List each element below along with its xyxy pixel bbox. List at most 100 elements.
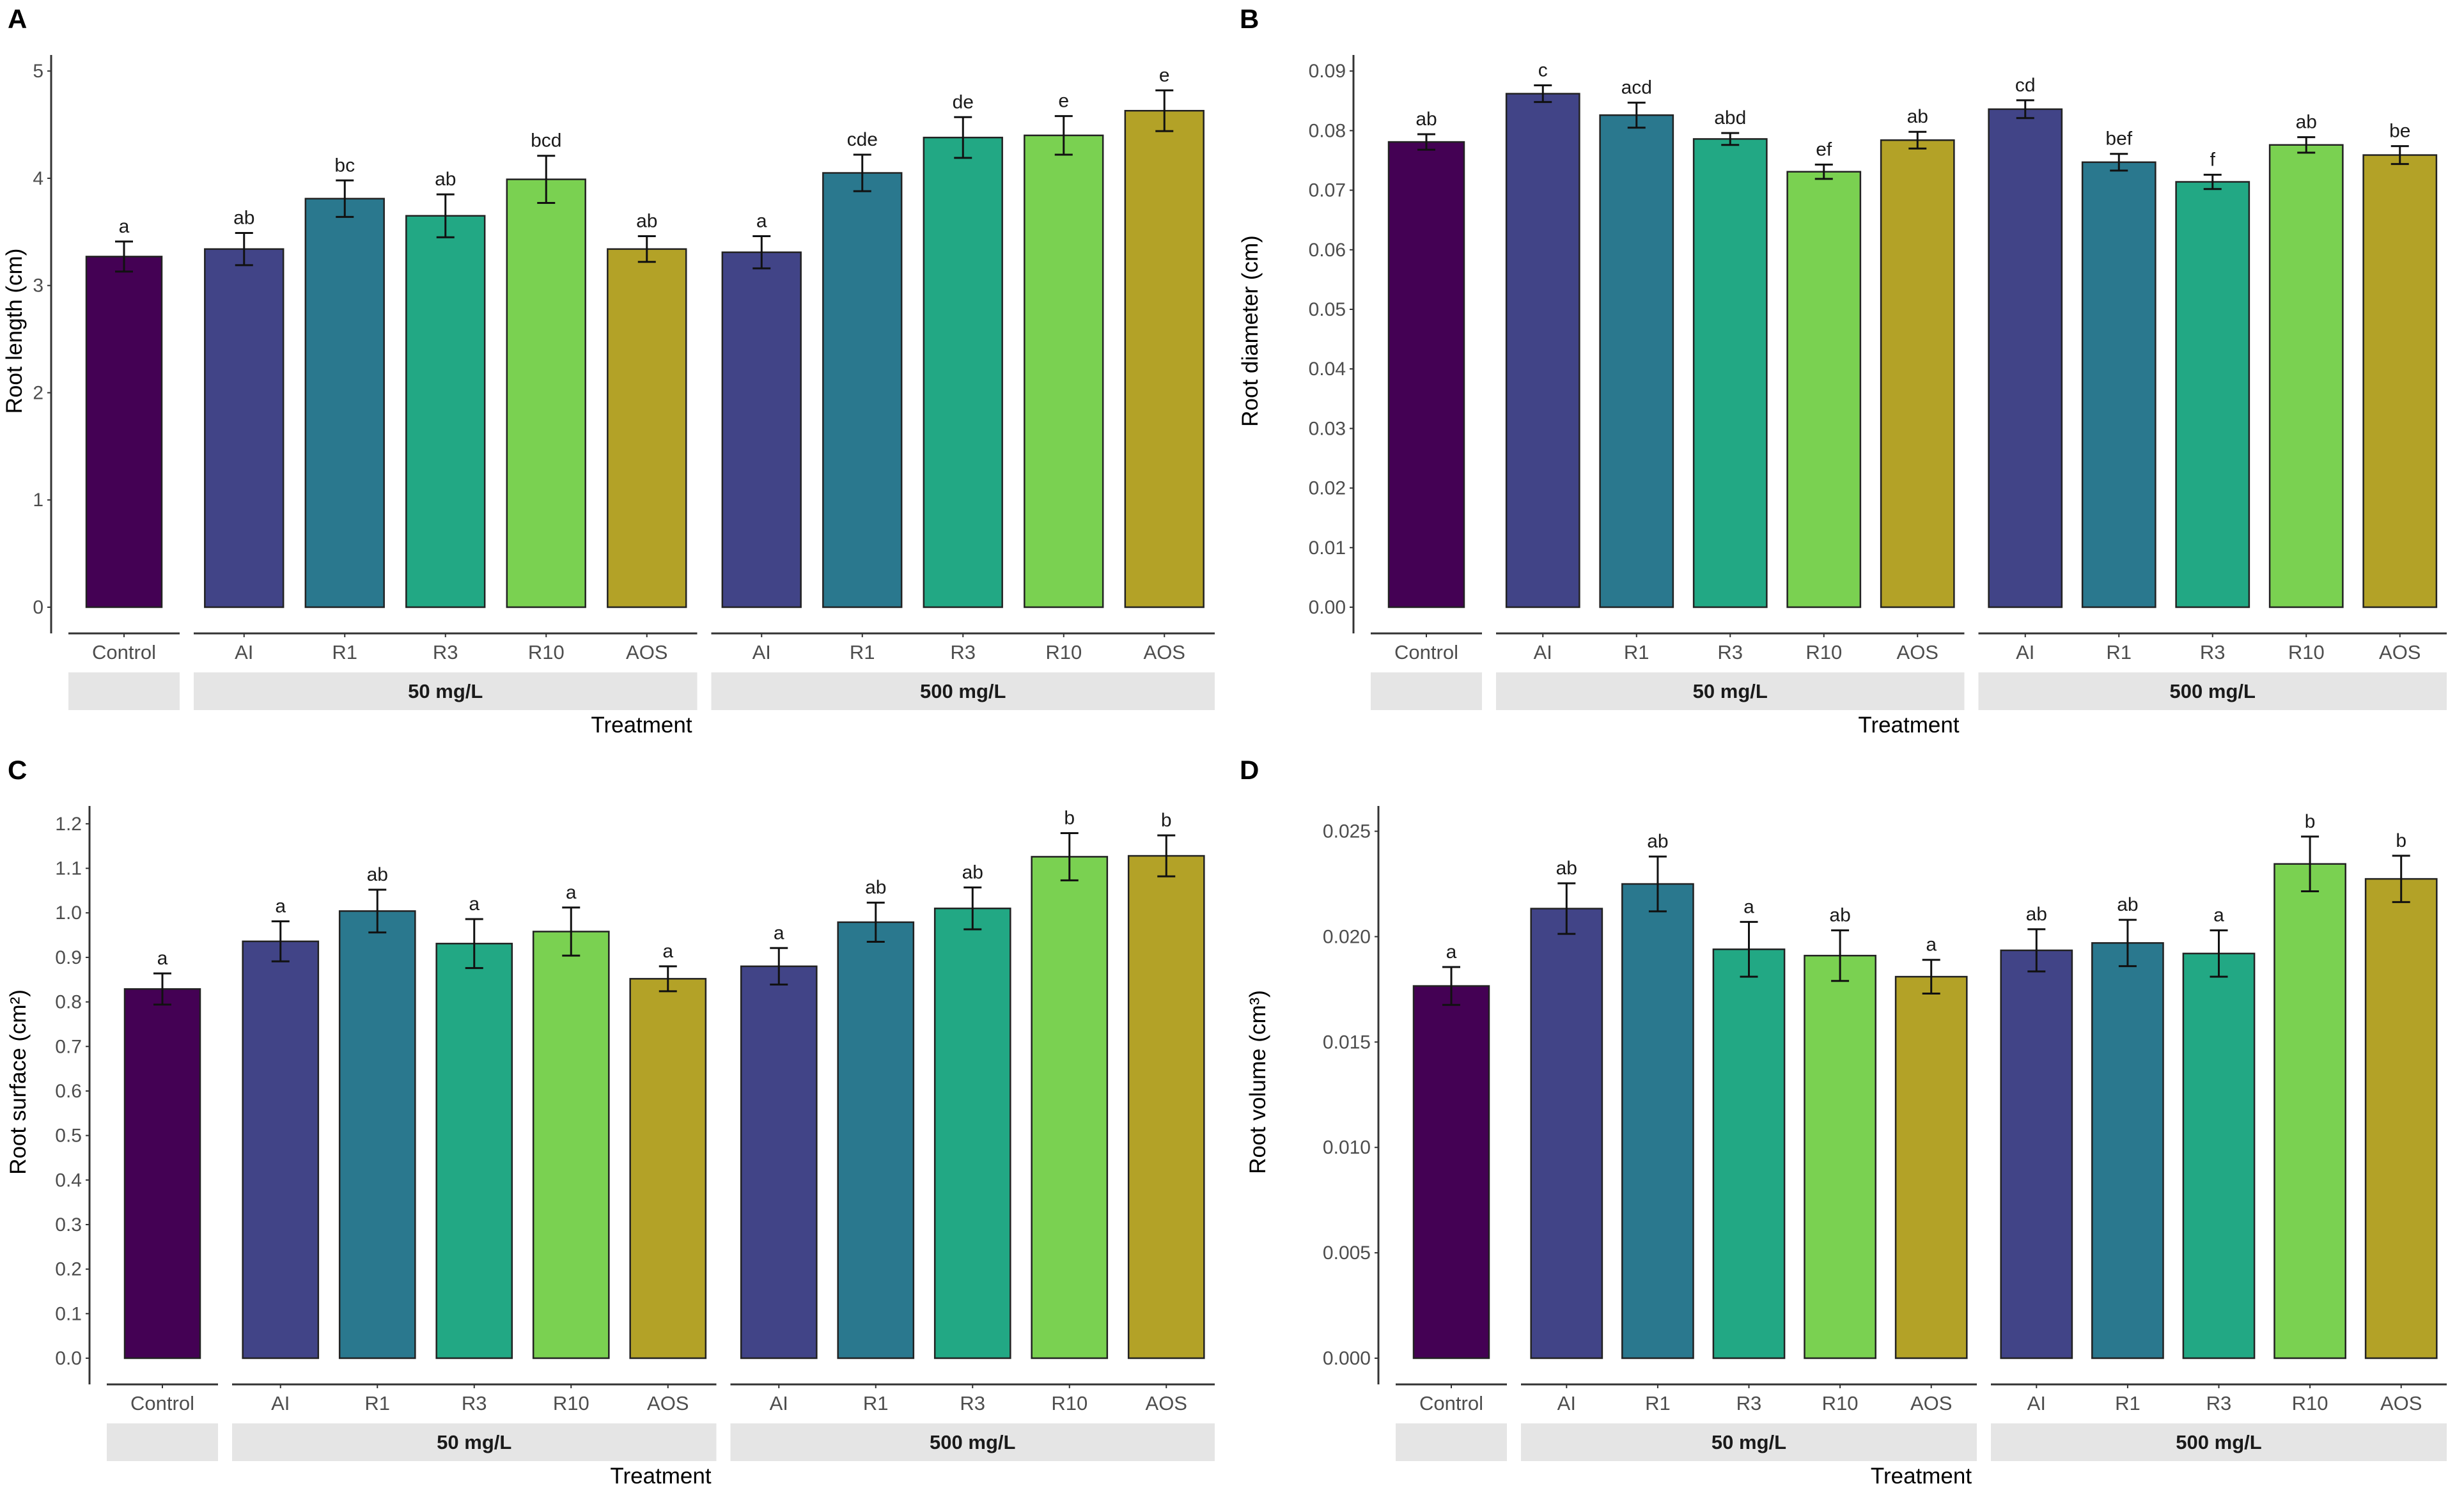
facet-strip [1371,672,1482,710]
x-tick-label: R1 [2115,1392,2140,1414]
bar-r3 [933,908,1011,1359]
significance-letter: acd [1621,77,1652,98]
x-tick-label: AOS [1897,641,1938,663]
significance-letter: ab [1829,905,1850,926]
bar-r1 [304,197,385,608]
bar-aos [1127,855,1205,1359]
facet-strip [730,1423,1215,1461]
panel-d-root-volume: D 0.000 0.005 0.010 0.015 0.020 0.025 Root volu… [1232,751,2464,1502]
x-tick-label: AI [271,1392,290,1414]
y-tick-label: 0 [33,597,43,618]
bar-r10 [1031,856,1109,1359]
x-axis-title: Treatment [1871,1464,1972,1489]
x-tick-label: R3 [1717,641,1743,663]
significance-letter: a [1446,941,1457,963]
facet-strip [232,1423,717,1461]
bar-r10 [532,931,610,1359]
x-tick-label: AOS [1146,1392,1187,1414]
y-tick-label: 0.7 [55,1036,82,1057]
y-tick-label: 0.08 [1309,120,1346,141]
significance-letter: a [774,922,784,943]
x-tick-label: R10 [553,1392,589,1414]
bar-r10 [506,178,586,608]
y-tick-label: 1.1 [55,858,82,879]
significance-letter: e [1058,91,1069,112]
panel-label: A [8,4,27,34]
facet-strip-label: 50 mg/L [437,1431,511,1453]
x-axis-title: Treatment [1858,713,1959,738]
y-tick-label: 0.02 [1309,478,1346,499]
x-tick-label: R10 [1051,1392,1088,1414]
x-tick-label: Control [1394,641,1458,663]
significance-letter: c [1538,60,1548,81]
x-axis-title: Treatment [591,713,692,738]
significance-letter: ab [1907,106,1928,127]
x-tick-label: R1 [1624,641,1649,663]
x-tick-label: AI [2027,1392,2046,1414]
significance-letter: a [275,895,286,917]
y-axis-title: Root volume (cm³) [1245,990,1270,1174]
facet-strip [1978,672,2447,710]
significance-letter: ef [1816,139,1832,160]
y-tick-label: 1.2 [55,814,82,835]
significance-letter: f [2210,149,2216,170]
y-tick-label: 0.6 [55,1081,82,1102]
significance-letter: a [157,948,168,969]
facet-strip-label: 500 mg/L [2170,680,2256,702]
significance-letter: b [1064,808,1075,829]
significance-letter: e [1159,65,1170,86]
x-tick-label: R3 [950,641,976,663]
significance-letter: ab [962,862,983,883]
y-tick-label: 1 [33,490,43,511]
x-tick-label: AOS [626,641,667,663]
bar-aos [607,248,687,608]
significance-letter: ab [435,169,456,190]
y-tick-label: 0.07 [1309,180,1346,201]
x-tick-label: AI [235,641,253,663]
significance-letter: b [1161,810,1172,831]
x-tick-label: AI [770,1392,788,1414]
x-tick-label: R1 [2106,641,2132,663]
facet-strip [107,1423,218,1461]
y-tick-label: 0.005 [1323,1243,1371,1264]
y-tick-label: 0.015 [1323,1032,1371,1053]
significance-letter: a [756,211,767,232]
facet-strip [1521,1423,1977,1461]
y-tick-label: 0.06 [1309,240,1346,261]
bar-r3 [1692,138,1768,608]
x-tick-label: AI [1557,1392,1576,1414]
x-tick-label: R1 [364,1392,390,1414]
panel-b-root-diameter: B 0.00 0.01 0.02 0.03 0.04 0.05 0.06 0.07 0.08 0.0… [1232,0,2464,751]
significance-letter: cde [847,129,878,150]
y-tick-label: 0.0 [55,1348,82,1369]
bar-ai [1505,93,1580,608]
bar-r1 [1621,883,1694,1359]
x-tick-label: R3 [462,1392,487,1414]
significance-letter: ab [865,877,886,898]
bar-aos [1880,139,1955,608]
significance-letter: ab [2117,894,2138,915]
bar-r3 [2175,181,2250,608]
y-tick-label: 0.09 [1309,61,1346,82]
y-tick-label: 0.03 [1309,418,1346,439]
significance-letter: ab [367,864,388,885]
panel-c-root-surface: C 0.0 0.1 0.2 0.3 0.4 0.5 0.6 0.7 0.8 0.9 1.0 1.1 1.2… [0,751,1232,1502]
x-tick-label: R10 [1805,641,1842,663]
significance-letter: a [1743,896,1754,917]
significance-letter: ab [636,211,657,232]
significance-letter: ab [1647,831,1668,852]
bar-aos [2362,154,2438,608]
x-tick-label: AOS [2380,1392,2422,1414]
bar-ai [1530,908,1603,1359]
bar-r3 [405,215,486,608]
facet-strip [1396,1423,1507,1461]
bar-r1 [2081,161,2156,608]
y-tick-label: 0.5 [55,1126,82,1147]
bar-aos [629,978,707,1359]
y-tick-label: 5 [33,61,43,82]
panel-label: C [8,755,27,785]
significance-letter: bcd [531,130,561,151]
bar-r3 [923,136,1003,608]
y-tick-label: 0.020 [1323,926,1371,947]
bar-control [85,256,163,608]
